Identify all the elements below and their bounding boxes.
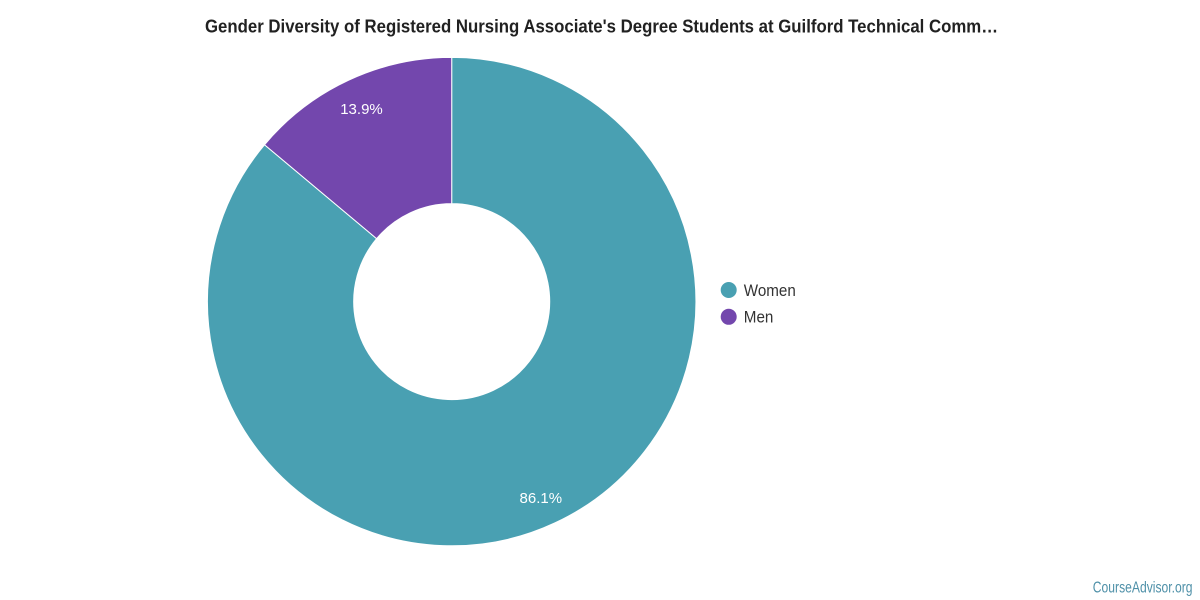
svg-text:CourseAdvisor.org: CourseAdvisor.org <box>1093 580 1193 597</box>
svg-text:Gender Diversity of Registered: Gender Diversity of Registered Nursing A… <box>205 16 998 36</box>
svg-text:Women: Women <box>744 281 796 300</box>
svg-text:13.9%: 13.9% <box>340 101 383 118</box>
svg-text:86.1%: 86.1% <box>520 490 563 507</box>
svg-text:Men: Men <box>744 308 774 327</box>
